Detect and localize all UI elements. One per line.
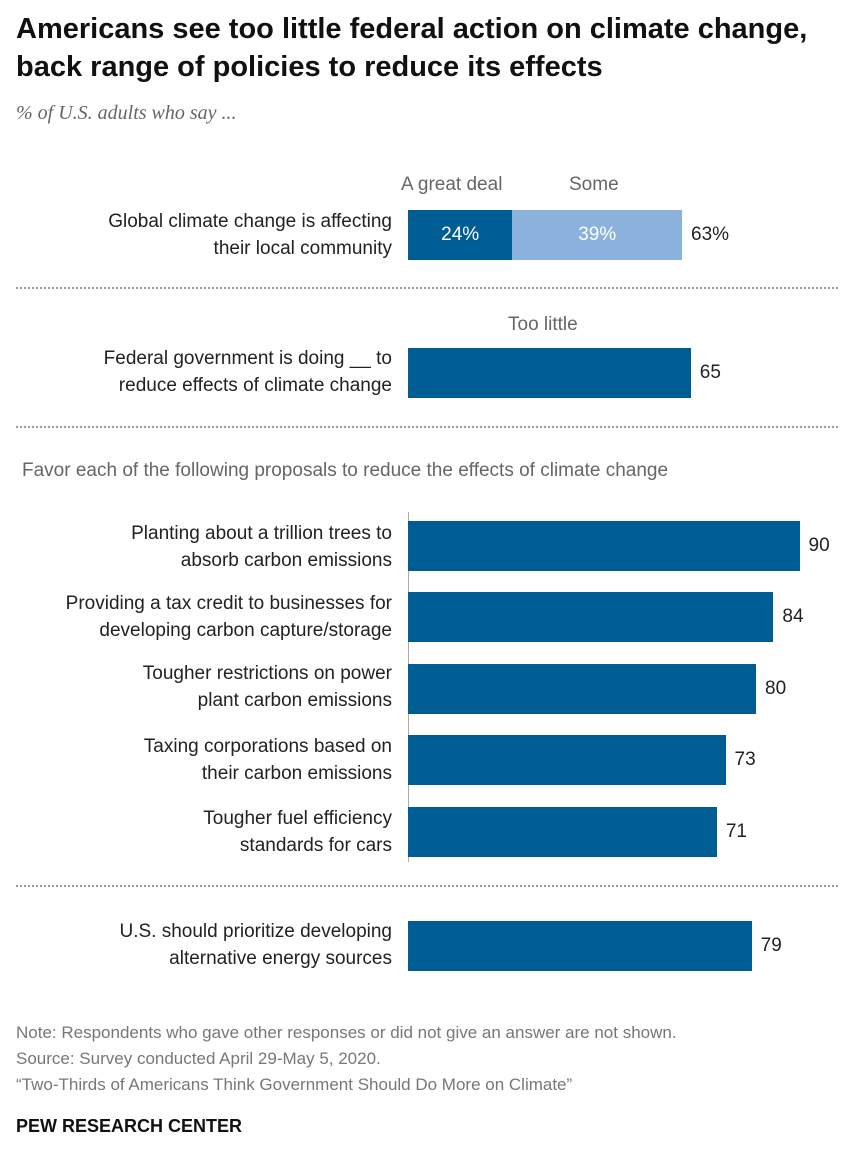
section-title-proposals: Favor each of the following proposals to… [22, 460, 669, 481]
header-too-little: Too little [508, 314, 578, 335]
divider [16, 287, 838, 289]
label-power-plant: Tougher restrictions on power plant carbo… [142, 663, 392, 711]
bar-tax-credit [408, 592, 774, 642]
label-taxing-corporations: Taxing corporations based on their carbon… [143, 736, 392, 784]
bar-great-deal: 24% [408, 210, 513, 260]
bar-fuel-efficiency [408, 807, 717, 857]
bar-some: 39% [512, 210, 683, 260]
data-label-alternative-energy: 79 [760, 935, 782, 956]
data-label-great-deal: 24% [441, 224, 480, 245]
data-label-power-plant: 80 [765, 678, 787, 699]
legend-great-deal: A great deal [401, 174, 503, 195]
data-label-too-little: 65 [699, 362, 721, 383]
label-fuel-efficiency: Tougher fuel efficiency standards for car… [203, 808, 392, 856]
bar-too-little [408, 348, 691, 398]
chart-title: Americans see too little federal action … [16, 13, 808, 83]
data-label-total: 63% [691, 224, 730, 245]
label-trees: Planting about a trillion trees to absorb… [131, 523, 392, 571]
note-text: Note: Respondents who gave other respons… [16, 1023, 677, 1042]
label-federal-government: Federal government is doing __ to reduce… [103, 348, 392, 396]
source-text: Source: Survey conducted April 29-May 5,… [16, 1049, 381, 1068]
brand-logo: PEW RESEARCH CENTER [16, 1116, 243, 1136]
bar-trees [408, 521, 800, 571]
report-title: “Two-Thirds of Americans Think Governmen… [16, 1075, 573, 1094]
legend-some: Some [569, 174, 619, 195]
bar-power-plant [408, 664, 756, 714]
bar-taxing-corporations [408, 735, 726, 785]
divider [16, 885, 838, 887]
data-label-tax-credit: 84 [782, 606, 804, 627]
divider [16, 426, 838, 428]
data-label-trees: 90 [808, 535, 830, 556]
label-alternative-energy: U.S. should prioritize developing alterna… [119, 921, 393, 969]
data-label-taxing-corporations: 73 [734, 749, 756, 770]
data-label-some: 39% [578, 224, 617, 245]
data-label-fuel-efficiency: 71 [725, 821, 747, 842]
label-local-community: Global climate change is affecting their… [108, 211, 392, 259]
label-tax-credit: Providing a tax credit to businesses for… [65, 593, 392, 641]
bar-alternative-energy [408, 921, 752, 971]
chart-subtitle: % of U.S. adults who say ... [16, 102, 237, 124]
